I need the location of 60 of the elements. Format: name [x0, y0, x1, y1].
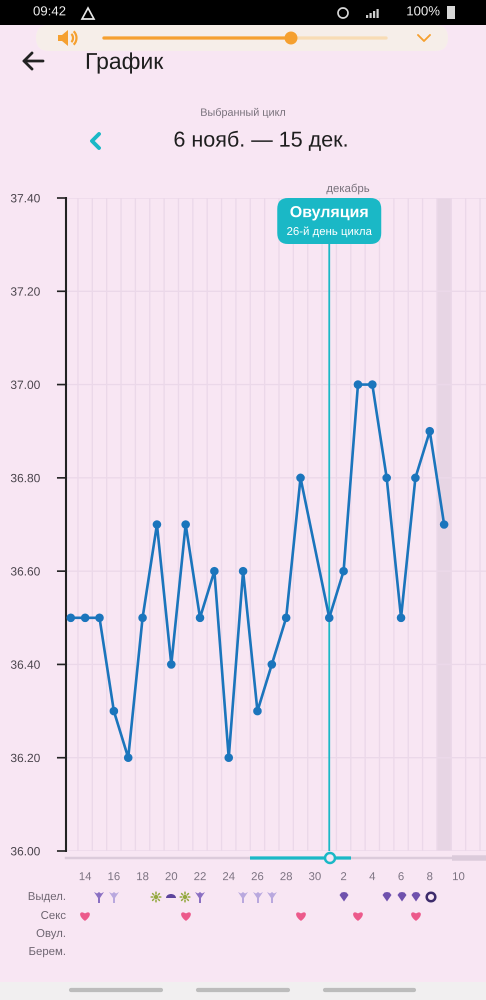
point [138, 613, 147, 622]
text: Овул. [36, 928, 65, 940]
point [152, 520, 162, 529]
point [124, 753, 133, 762]
point [238, 566, 248, 576]
text: Секс [41, 910, 66, 920]
text: Выдел. [28, 892, 65, 902]
point [181, 520, 190, 529]
point [368, 380, 377, 389]
x-tick-label: 4 [369, 872, 376, 880]
text: 09:42 [34, 6, 66, 16]
point [224, 753, 234, 762]
point [396, 613, 406, 622]
text: Берем. [29, 947, 65, 958]
x-tick-label: 6 [398, 872, 404, 880]
text: 100% [407, 6, 440, 16]
x-tick-label: 22 [194, 872, 206, 880]
chart-title: График [86, 52, 164, 74]
x-tick-label: 20 [166, 872, 178, 880]
text: 6 нояб. — 15 дек. [174, 130, 347, 151]
x-tick-label: 10 [453, 872, 464, 880]
annotation: 26-й день цикла [287, 226, 372, 238]
point [339, 566, 348, 576]
point [411, 474, 420, 482]
x-tick-label: 2 [341, 872, 346, 880]
point [282, 613, 290, 622]
point [425, 426, 434, 436]
point [80, 613, 90, 622]
point [196, 613, 204, 622]
x-tick-label: 30 [308, 872, 321, 880]
point [324, 613, 334, 622]
y-tick-label: 36.00 [10, 846, 40, 856]
y-tick-label: 37.20 [10, 287, 40, 296]
point [210, 566, 219, 576]
point [110, 706, 118, 716]
point [296, 474, 305, 482]
y-tick-label: 36.60 [10, 567, 40, 576]
y-tick-label: 37.40 [10, 194, 40, 202]
x-tick-label: 28 [280, 872, 292, 880]
x-tick-label: 26 [252, 872, 264, 880]
y-tick-label: 36.80 [10, 474, 40, 482]
point [166, 660, 176, 669]
x-tick-label: 16 [108, 872, 120, 880]
text: декабрь [326, 184, 370, 194]
chart-subtitle: Выбранный цикл [201, 108, 286, 118]
point [95, 613, 104, 622]
point [268, 660, 276, 669]
x-tick-label: 14 [80, 872, 92, 880]
x-tick-label: 24 [222, 872, 235, 880]
point [354, 380, 362, 389]
x-tick-label: 18 [137, 872, 148, 880]
point [253, 706, 262, 716]
ref-line-label: Овуляция [290, 206, 368, 220]
point [382, 474, 391, 482]
x-tick-label: 8 [427, 872, 432, 880]
point [66, 613, 76, 622]
y-tick-label: 36.20 [10, 754, 40, 762]
point [440, 520, 448, 529]
y-tick-label: 36.40 [10, 660, 40, 669]
y-tick-label: 37.00 [10, 380, 40, 390]
